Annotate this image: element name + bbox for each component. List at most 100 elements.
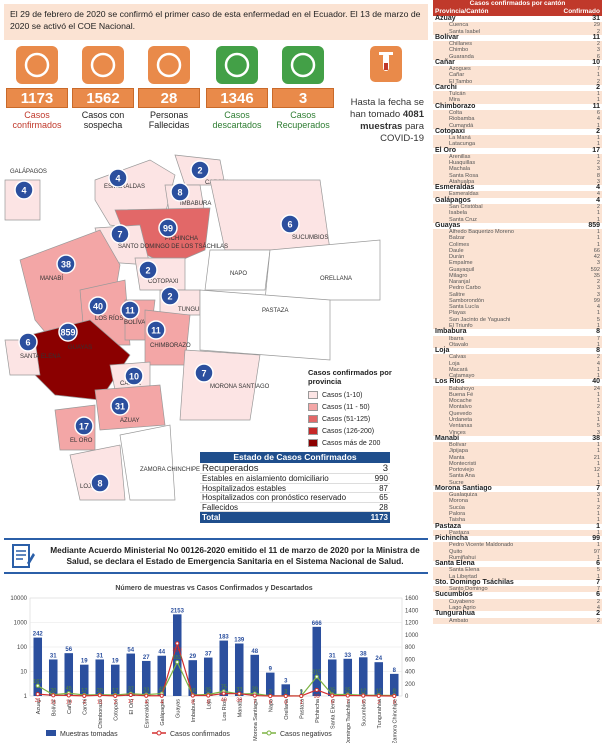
canton-row: Bolívar 1 [433, 442, 602, 449]
bar-label: 31 [329, 653, 336, 659]
category-label: Orellana [284, 698, 290, 720]
bar [48, 659, 58, 696]
province-badge: 31 [110, 396, 130, 416]
left-tick: 10 [20, 670, 27, 676]
bar-label: 27 [143, 655, 150, 661]
category-label: Esmeraldas [144, 699, 150, 728]
confirmed-point [35, 692, 40, 697]
row-name: Ventanas [449, 423, 473, 430]
estado-table: Estado de Casos Confirmados Recuperados 3… [200, 452, 390, 523]
bar [157, 655, 167, 696]
province-row: Sto. Domingo Tsáchilas 7 [433, 579, 602, 587]
row-count: 7 [596, 335, 600, 342]
canton-row: Atahualpa 3 [433, 178, 602, 186]
right-tick: 0 [405, 694, 409, 700]
bar-label: 33 [344, 653, 351, 659]
right-tick: 800 [405, 645, 416, 651]
canton-row: Macará 1 [433, 366, 602, 374]
province-chimborazo: CHIMBORAZO 11 [144, 309, 191, 366]
confirmed-label: 31 [35, 698, 41, 704]
confirmed-label: 17 [128, 699, 134, 705]
negative-label: 20 [50, 688, 56, 694]
confirmed-label: 859 [173, 647, 182, 653]
tests-post: para COVID-19 [380, 121, 424, 144]
row-count: 6 [596, 591, 600, 599]
chart-legend-label: Casos confirmados [170, 731, 230, 738]
row-count: 1 [596, 241, 600, 248]
tile-number: 3 [272, 88, 334, 108]
canton-row: Pedro Carbo 3 [433, 285, 602, 292]
province-label: ZAMORA CHINCHIPE [140, 467, 200, 473]
category-label: Sto. Domingo Tsáchilas [346, 699, 352, 743]
row-name: Los Ríos [435, 378, 465, 386]
confirmed-point [82, 693, 87, 698]
canton-row: Latacunga 1 [433, 141, 602, 148]
row-count: 1 [596, 310, 600, 317]
row-name: Colimes [449, 241, 470, 248]
bar [265, 672, 275, 696]
row-count: 1 [596, 460, 600, 467]
estado-total-value: 1173 [370, 513, 388, 522]
row-count: 99 [592, 535, 600, 543]
row-name: Guaranda [449, 53, 474, 60]
province-azuay: AZUAY 31 [94, 384, 166, 431]
row-count: 29 [593, 22, 600, 29]
confirmed-point [144, 693, 149, 698]
category-label: Sucumbíos [361, 699, 367, 727]
legend-label: Casos más de 200 [322, 439, 381, 447]
province-row: Imbabura 8 [433, 328, 602, 336]
row-count: 3 [596, 291, 600, 298]
right-tick: 1400 [405, 608, 419, 614]
row-name: Azuay [435, 15, 456, 22]
canton-row: Cumandá 1 [433, 122, 602, 129]
row-count: 10 [592, 58, 600, 66]
canton-row: Cuenca 29 [433, 22, 602, 29]
canton-row: Samborondón 99 [433, 297, 602, 305]
row-count: 2 [596, 279, 600, 286]
row-name: Durán [449, 254, 465, 261]
negative-label: 23 [143, 688, 149, 694]
row-count: 3 [596, 166, 600, 173]
row-count: 1 [596, 398, 600, 405]
row-name: Ambato [449, 617, 469, 624]
row-name: Tulcán [449, 91, 466, 98]
legend-item: Casos (51-125) [308, 413, 426, 425]
check-icon [16, 46, 58, 84]
negative-label: 33 [236, 687, 242, 693]
row-count: 2 [596, 617, 600, 624]
canton-table: Casos confirmados por cantón Provincia/C… [433, 0, 602, 743]
row-count: 7 [596, 484, 600, 492]
row-name: Chimborazo [435, 102, 476, 110]
row-name: Santa Cruz [449, 216, 477, 223]
tile-3: 1346 Casos descartados [206, 46, 268, 130]
estado-row: Hospitalizados estables 87 [200, 484, 390, 493]
province-count: 99 [163, 224, 173, 234]
province-count: 4 [21, 186, 26, 196]
row-count: 8 [596, 172, 600, 179]
row-count: 42 [593, 254, 600, 261]
row-name: Jipijapa [449, 448, 468, 455]
bar-label: 2153 [171, 608, 185, 614]
row-name: Balzar [449, 235, 465, 242]
row-name: Babahoyo [449, 385, 475, 392]
row-count: 7 [596, 66, 600, 73]
confirmed-point [175, 641, 180, 646]
province-label: AZUAY [120, 418, 140, 424]
row-name: Loja [449, 360, 460, 367]
tests-summary: Hasta la fecha se han tomado 4081 muestr… [338, 97, 424, 145]
row-count: 1 [596, 510, 600, 517]
row-count: 1 [596, 122, 600, 129]
row-count: 1 [596, 135, 600, 142]
canton-row: Santa Elena 5 [433, 567, 602, 574]
row-count: 1 [596, 216, 600, 223]
row-count: 1 [596, 91, 600, 98]
row-name: Cañar [435, 58, 455, 66]
right-tick: 600 [405, 657, 416, 663]
bar [188, 660, 198, 696]
canton-row: San Jacinto de Yaguachi 5 [433, 316, 602, 324]
row-name: Manta [449, 454, 465, 461]
province-count: 859 [60, 328, 75, 338]
canton-row: Pastaza 1 [433, 529, 602, 537]
estado-total-row: Total 1173 [200, 512, 390, 523]
confirmed-point [330, 693, 335, 698]
